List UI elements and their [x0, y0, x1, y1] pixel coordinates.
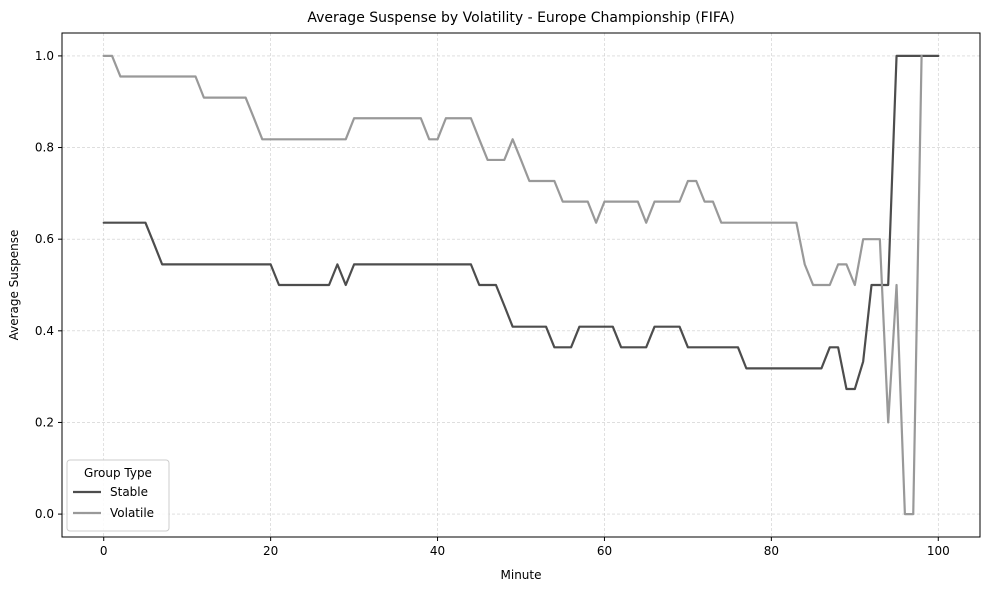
legend-label-stable: Stable — [110, 485, 148, 499]
tick-layer: 0 20 40 60 80 100 0.0 0.2 0.4 0.6 0.8 1.0 — [35, 49, 950, 558]
x-tick-label: 40 — [430, 544, 445, 558]
x-tick-label: 0 — [100, 544, 108, 558]
series-layer — [102, 54, 940, 516]
y-tick-label: 0.8 — [35, 141, 54, 155]
y-tick-label: 0.0 — [35, 507, 54, 521]
series-line-volatile — [102, 54, 923, 516]
grid-layer — [62, 33, 980, 537]
plot-frame — [61, 32, 981, 538]
x-tick-label: 60 — [597, 544, 612, 558]
legend: Group Type Stable Volatile — [66, 459, 170, 532]
y-axis-label: Average Suspense — [7, 230, 21, 341]
x-axis-label: Minute — [501, 568, 542, 582]
x-tick-label: 100 — [927, 544, 950, 558]
y-tick-label: 0.6 — [35, 232, 54, 246]
y-tick-label: 0.2 — [35, 415, 54, 429]
chart-title: Average Suspense by Volatility - Europe … — [307, 10, 734, 26]
legend-title: Group Type — [84, 466, 152, 480]
x-tick-label: 20 — [263, 544, 278, 558]
y-tick-label: 1.0 — [35, 49, 54, 63]
legend-entries: Stable Volatile — [73, 485, 154, 520]
x-tick-label: 80 — [764, 544, 779, 558]
legend-label-volatile: Volatile — [110, 506, 154, 520]
y-tick-label: 0.4 — [35, 324, 54, 338]
series-line-stable — [102, 54, 940, 391]
